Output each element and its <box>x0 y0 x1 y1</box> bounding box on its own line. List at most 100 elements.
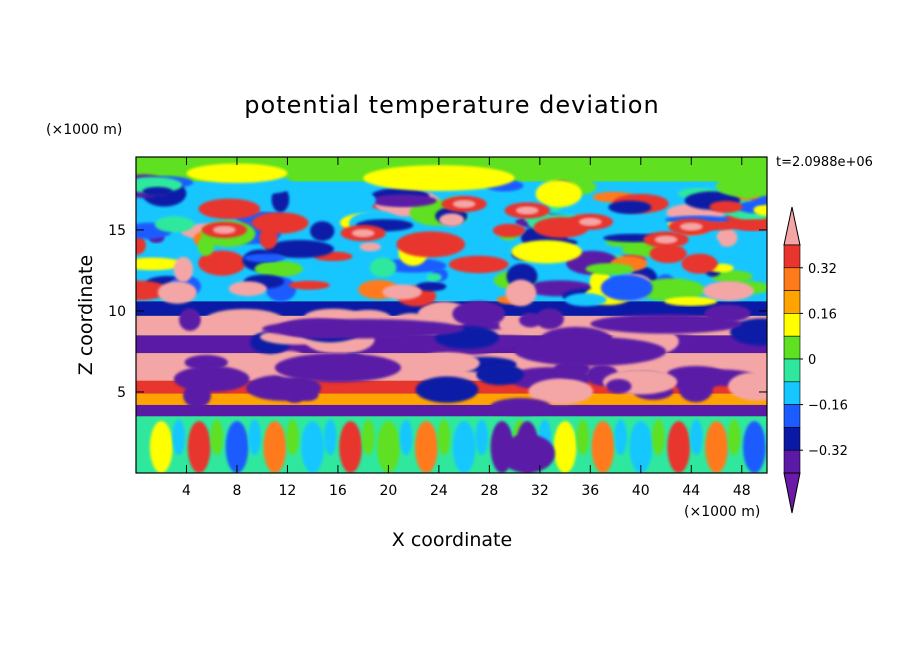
plume <box>727 419 741 456</box>
wave-patch <box>600 274 653 301</box>
y-axis-unit: (×1000 m) <box>46 122 122 138</box>
mid-patch <box>476 363 524 386</box>
plume <box>149 421 173 473</box>
plume <box>263 421 287 473</box>
colorbar-extend-bottom <box>783 472 801 514</box>
wave-patch <box>515 206 539 215</box>
y-tick-label: 5 <box>117 385 126 401</box>
wave-patch <box>426 273 442 282</box>
wave-patch <box>142 186 173 197</box>
wave-patch <box>681 234 720 256</box>
wave-patch <box>585 263 634 275</box>
colorbar-label: 0.32 <box>808 262 837 277</box>
x-axis-unit: (×1000 m) <box>684 504 760 520</box>
x-tick-label: 40 <box>632 483 650 499</box>
colorbar-box <box>783 313 801 337</box>
wave-patch <box>637 278 705 302</box>
wave-patch <box>535 180 582 208</box>
wave-patch <box>511 240 582 264</box>
colorbar-box <box>783 335 801 360</box>
plume <box>301 421 325 473</box>
x-tick-label: 28 <box>480 483 498 499</box>
plume <box>225 421 249 473</box>
plume <box>765 426 767 449</box>
y-tick-label: 10 <box>108 304 126 320</box>
colorbar-box <box>783 381 801 405</box>
wave-patch <box>252 212 309 234</box>
wave-patch <box>608 200 652 214</box>
x-tick-label: 48 <box>733 483 751 499</box>
wave-patch <box>733 220 767 231</box>
x-tick-label: 12 <box>279 483 297 499</box>
colorbar: 0.32 0.16 0 −0.16 −0.32 <box>783 206 848 514</box>
wave-patch <box>370 194 437 208</box>
plume <box>414 421 438 473</box>
wave-patch <box>363 165 515 192</box>
plume <box>452 421 476 473</box>
mid-patch <box>173 366 250 392</box>
wave-patch <box>452 199 476 209</box>
wave-patch <box>254 260 303 277</box>
plume <box>339 421 362 473</box>
wave-patch <box>228 281 267 297</box>
mid-patch <box>535 308 564 330</box>
wave-patch <box>157 281 197 304</box>
wave-patch <box>198 250 246 276</box>
wave-patch <box>439 213 465 227</box>
mid-patch <box>274 353 402 383</box>
wave-patch <box>359 242 381 252</box>
wave-patch <box>288 280 330 290</box>
mid-patch <box>415 376 479 403</box>
wave-patch <box>369 257 397 278</box>
x-axis-ticks: 4 8 12 16 20 24 28 32 36 40 44 48 <box>182 157 751 499</box>
mid-patch <box>678 374 714 403</box>
mid-patch <box>605 379 632 394</box>
wave-patch <box>136 235 146 255</box>
wave-patch <box>702 281 754 301</box>
wave-patch <box>198 198 261 220</box>
plume <box>591 421 615 473</box>
wave-patch <box>709 200 743 213</box>
wave-patch <box>492 223 526 238</box>
x-tick-label: 24 <box>430 483 448 499</box>
wave-patch <box>244 253 286 263</box>
plume <box>629 421 653 473</box>
plume <box>553 421 577 473</box>
layer-negative-lower <box>136 401 767 417</box>
wave-patch <box>710 270 753 283</box>
y-axis-ticks: 5 10 15 <box>108 223 767 401</box>
mid-patch <box>452 301 506 327</box>
wave-patch <box>564 293 607 307</box>
mid-patch <box>590 314 742 334</box>
colorbar-label: −0.32 <box>808 444 848 459</box>
wave-patch <box>737 174 757 199</box>
wave-patch <box>448 255 509 274</box>
plume <box>210 419 224 456</box>
wave-patch <box>351 229 375 238</box>
plume <box>399 419 413 456</box>
plume <box>614 419 627 456</box>
wave-patch <box>681 253 718 274</box>
wave-patch <box>505 279 537 307</box>
x-tick-label: 4 <box>182 483 191 499</box>
mid-patch <box>262 319 465 339</box>
mid-patch <box>728 371 767 401</box>
x-tick-label: 8 <box>232 483 241 499</box>
plume <box>743 421 766 473</box>
plume <box>437 419 451 456</box>
wave-patch <box>654 235 678 244</box>
colorbar-extend-top <box>783 206 801 246</box>
colorbar-box <box>783 358 801 383</box>
colorbar-label: 0 <box>808 353 816 368</box>
wave-patch <box>415 281 447 292</box>
wave-patch <box>679 222 703 231</box>
time-label: t=2.0988e+06 <box>776 155 873 170</box>
wave-patch <box>154 216 195 233</box>
mid-patch <box>519 312 542 328</box>
mid-patch <box>296 388 319 402</box>
chart-title: potential temperature deviation <box>244 91 659 119</box>
plume <box>377 421 400 473</box>
mid-patch <box>514 336 667 367</box>
plume <box>475 419 489 456</box>
x-tick-label: 20 <box>379 483 397 499</box>
